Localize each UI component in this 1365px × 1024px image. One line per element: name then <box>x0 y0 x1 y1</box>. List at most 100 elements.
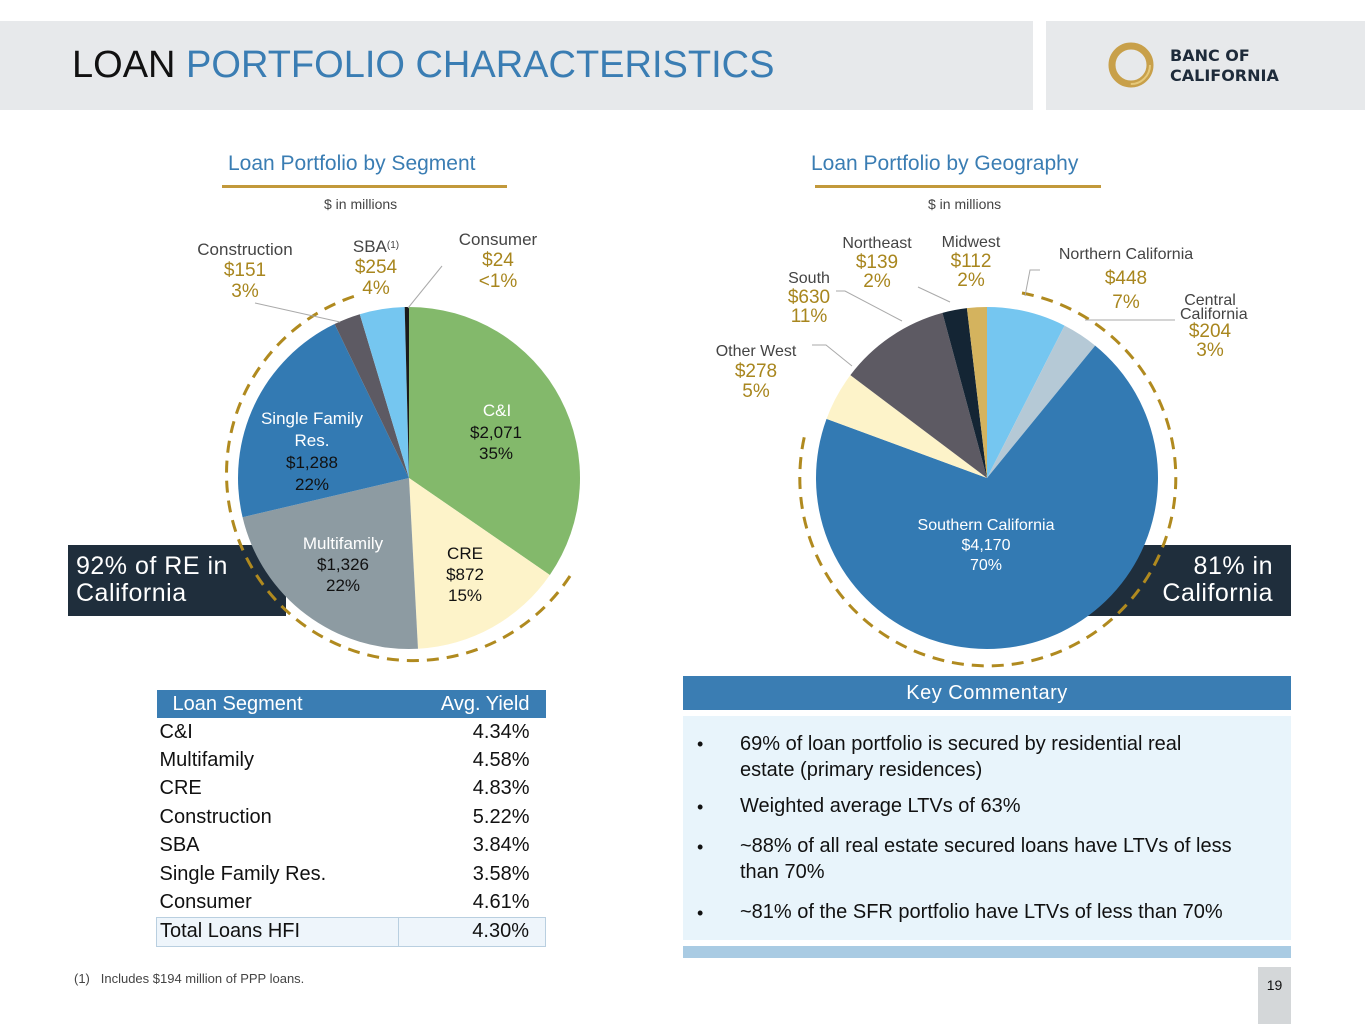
geography-title-rule <box>815 185 1101 188</box>
table-row: CRE 4.83% <box>157 775 546 803</box>
segment-cell: Consumer <box>159 891 252 914</box>
bullet-line: than 70% <box>740 861 825 883</box>
segment-callout-band: 92% of RE in California <box>68 545 286 616</box>
footnote-marker: (1) <box>74 971 90 986</box>
pie-slice-multifamily <box>242 478 418 649</box>
pie-slice-other-west <box>826 375 987 478</box>
construction-leader-line <box>254 302 341 323</box>
consumer-leader-line <box>407 265 443 309</box>
commentary-bullet: Weighted average LTVs of 63% <box>740 793 1021 819</box>
segment-cell: CRE <box>159 777 202 800</box>
footnote: (1) Includes $194 million of PPP loans. <box>74 971 304 986</box>
sba-value: $254 <box>354 257 398 278</box>
page-title-word2: PORTFOLIO CHARACTERISTICS <box>186 44 775 86</box>
total-yield-cell: 4.30% <box>398 916 546 948</box>
page-number: 19 <box>1266 977 1283 993</box>
bullet-line: ~88% of all real estate secured loans ha… <box>740 835 1232 857</box>
geography-callout-text: 81% in California <box>1162 552 1273 607</box>
commentary-bullet: 69% of loan portfolio is secured by resi… <box>740 731 1181 783</box>
otherwest-pct: 5% <box>742 381 770 402</box>
otherwest-value: $278 <box>734 361 778 382</box>
midwest-label: Midwest $112 2% <box>935 233 1007 290</box>
central-label: Central California $204 3% <box>1170 292 1250 361</box>
yield-cell: 4.83% <box>472 777 530 800</box>
southern-name: Southern California <box>917 517 1055 534</box>
yield-cell: 3.84% <box>472 834 530 857</box>
multifamily-value: $1,326 <box>317 555 369 574</box>
bullet-dot: • <box>697 903 704 923</box>
header-band <box>0 21 1033 110</box>
consumer-value: $24 <box>482 250 514 271</box>
south-name: South <box>788 270 830 287</box>
cre-slice-label: CRE $872 15% <box>425 543 505 606</box>
page-title: LOAN PORTFOLIO CHARACTERISTICS <box>72 44 774 87</box>
sba-label: SBA(1) $254 4% <box>336 235 416 299</box>
multifamily-name: Multifamily <box>302 534 384 553</box>
segment-cell: Construction <box>159 805 272 828</box>
northern-value: $448 <box>1104 268 1148 289</box>
page-number-box <box>1258 967 1291 1024</box>
segment-cell: Multifamily <box>159 749 254 772</box>
logo-line1: BANC OF <box>1170 46 1250 65</box>
bullet-dot: • <box>697 734 704 754</box>
table-row: C&I 4.34% <box>157 718 546 746</box>
geography-units: $ in millions <box>928 196 1002 212</box>
construction-label: Construction $151 3% <box>185 239 305 302</box>
page-title-word1: LOAN <box>72 44 176 86</box>
table-row: Construction 5.22% <box>157 803 546 831</box>
pie-slice-single-family-res- <box>237 324 409 518</box>
pie-slice-northern-california <box>987 306 1065 478</box>
pie-slice-central-california <box>987 325 1096 478</box>
bullet-dot: • <box>697 797 704 817</box>
construction-name: Construction <box>197 240 293 259</box>
south-label: South $630 11% <box>776 269 842 326</box>
pie-slice-c-i <box>409 307 581 575</box>
yield-cell: 4.61% <box>472 891 530 914</box>
table-row: SBA 3.84% <box>157 832 546 860</box>
segment-callout-text: 92% of RE in California <box>76 552 228 607</box>
segment-pie <box>237 306 581 649</box>
sba-name: SBA <box>352 237 387 256</box>
northeast-name: Northeast <box>842 235 912 252</box>
logo-text: BANC OF CALIFORNIA <box>1170 46 1279 86</box>
bullet-line: ~81% of the SFR portfolio have LTVs of l… <box>740 901 1223 923</box>
otherwest-label: Other West $278 5% <box>708 342 804 402</box>
northern-label: Northern California $448 7% <box>1050 243 1202 315</box>
geography-pie <box>815 306 1158 650</box>
segment-title-rule <box>222 185 507 188</box>
consumer-label: Consumer $24 <1% <box>448 229 548 292</box>
yield-cell: 4.34% <box>472 720 530 743</box>
northeast-label: Northeast $139 2% <box>836 234 918 291</box>
cni-value: $2,071 <box>470 423 522 442</box>
central-name: Central California <box>1180 292 1248 323</box>
yield-cell: 4.58% <box>472 749 530 772</box>
pie-slice-midwest <box>966 307 987 478</box>
key-commentary-header: Key Commentary <box>683 676 1291 710</box>
cni-values: $2,071 35% <box>456 422 536 464</box>
pie-slice-northeast <box>942 308 987 478</box>
header-gap <box>1033 21 1046 110</box>
otherwest-name: Other West <box>715 343 797 360</box>
header-loan-segment: Loan Segment <box>156 690 399 718</box>
yield-table: Loan Segment Avg. Yield C&I 4.34% Multifa… <box>155 690 546 948</box>
logo-band <box>1046 21 1365 110</box>
construction-value: $151 <box>223 260 267 281</box>
segment-cell: Single Family Res. <box>159 862 327 885</box>
midwest-pct: 2% <box>957 270 985 291</box>
footnote-text: Includes $194 million of PPP loans. <box>100 971 305 986</box>
consumer-pct: <1% <box>478 271 518 292</box>
logo-line2: CALIFORNIA <box>1170 66 1279 85</box>
segment-units: $ in millions <box>324 196 398 212</box>
cre-pct: 15% <box>447 586 483 605</box>
sfr-name: Single Family Res. <box>260 409 364 450</box>
south-value: $630 <box>787 287 831 308</box>
pie-slice-cre <box>409 478 550 649</box>
pie-slice-southern-california <box>815 345 1158 650</box>
total-label-cell: Total Loans HFI <box>155 916 400 948</box>
northeast-pct: 2% <box>863 271 891 292</box>
central-pct: 3% <box>1196 340 1224 361</box>
sba-pct: 4% <box>362 278 390 299</box>
otherwest-leader-line <box>812 344 853 367</box>
consumer-name: Consumer <box>458 230 538 249</box>
south-pct: 11% <box>790 306 828 327</box>
